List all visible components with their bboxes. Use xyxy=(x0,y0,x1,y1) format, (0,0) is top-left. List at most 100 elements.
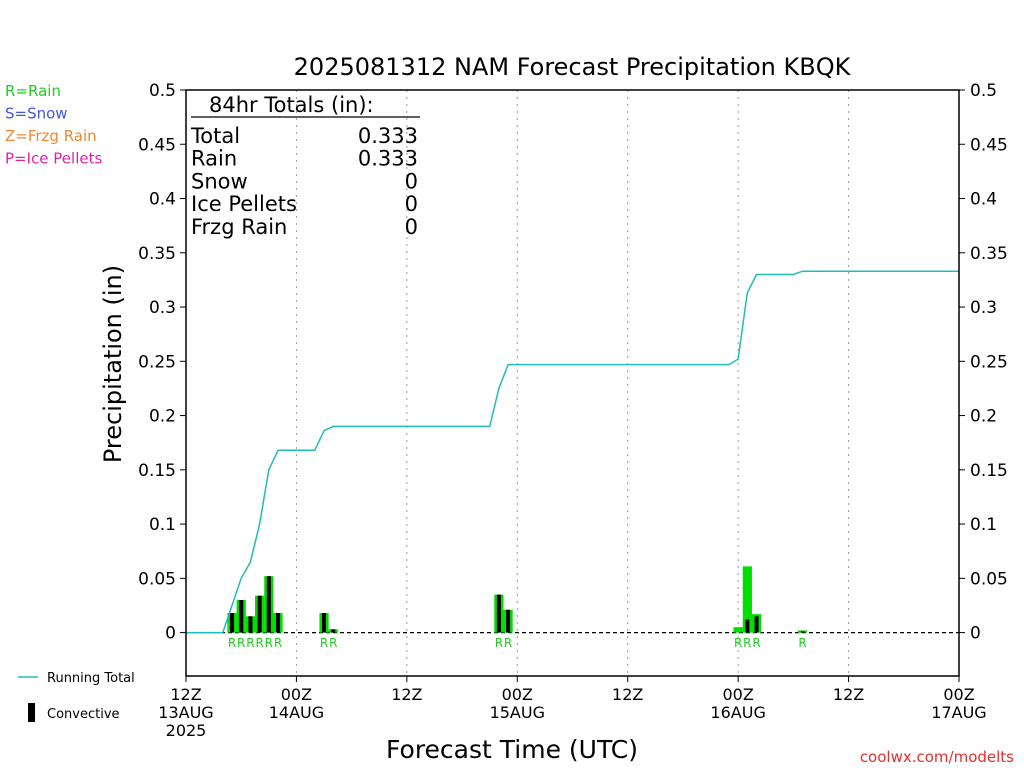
series-legend: Running Total Convective xyxy=(18,671,135,722)
precip-type-marker: R xyxy=(320,636,328,650)
y-tick-label-right: 0.1 xyxy=(970,515,997,535)
y-tick-label-right: 0.35 xyxy=(970,244,1008,264)
convective-bar xyxy=(266,576,271,633)
convective-bar xyxy=(800,631,805,633)
precip-type-marker: R xyxy=(228,636,236,650)
x-tick-label: 12Z xyxy=(391,685,422,704)
credit-text: coolwx.com/modelts xyxy=(860,748,1014,766)
x-axis-label: Forecast Time (UTC) xyxy=(386,735,638,764)
running-total-polyline xyxy=(186,270,959,634)
totals-value: 0 xyxy=(405,192,418,216)
precip-type-legend: R=Rain S=Snow Z=Frzg Rain P=Ice Pellets xyxy=(5,82,102,168)
y-tick-label-left: 0.45 xyxy=(138,135,176,155)
convective-legend-swatch xyxy=(28,703,35,722)
y-tick-label-right: 0 xyxy=(970,624,981,644)
convective-bar xyxy=(230,613,235,633)
convective-bar xyxy=(248,616,253,633)
y-tick-label-left: 0 xyxy=(165,624,176,644)
totals-value: 0 xyxy=(405,215,418,239)
plot-frame xyxy=(185,89,960,677)
precip-type-marker: R xyxy=(274,636,282,650)
convective-bar xyxy=(745,619,750,633)
totals-label: Frzg Rain xyxy=(191,215,287,239)
type-legend-entry: R=Rain xyxy=(5,82,61,100)
totals-label: Snow xyxy=(191,169,248,193)
convective-bar xyxy=(331,629,336,633)
y-axis-right: 0 0.05 0.1 0.15 0.2 0.25 0.3 0.35 0.4 0.45 0.5 xyxy=(959,81,1008,644)
chart-title: 2025081312 NAM Forecast Precipitation KB… xyxy=(294,53,852,81)
y-axis-left: 0 0.05 0.1 0.15 0.2 0.25 0.3 0.35 0.4 0.45 0.5 xyxy=(138,81,186,644)
y-tick-label-right: 0.3 xyxy=(970,298,997,318)
precip-bar xyxy=(733,627,743,633)
y-tick-label-left: 0.25 xyxy=(138,352,176,372)
convective-bar xyxy=(754,616,759,633)
precip-type-marker: R xyxy=(743,636,751,650)
x-tick-label: 13AUG xyxy=(158,703,213,722)
x-tick-label: 12Z xyxy=(170,685,201,704)
y-tick-label-left: 0.2 xyxy=(149,407,176,427)
totals-value: 0.333 xyxy=(358,124,418,148)
x-tick-label: 15AUG xyxy=(490,703,545,722)
x-tick-label: 12Z xyxy=(833,685,864,704)
totals-box: 84hr Totals (in): Total 0.333 Rain 0.333 Sno… xyxy=(190,93,420,239)
x-tick-label: 12Z xyxy=(612,685,643,704)
precip-type-marker: R xyxy=(329,636,337,650)
x-tick-label: 2025 xyxy=(166,721,207,740)
y-tick-label-right: 0.15 xyxy=(970,461,1008,481)
x-tick-label: 16AUG xyxy=(710,703,765,722)
totals-header: 84hr Totals (in): xyxy=(209,93,374,117)
totals-label: Rain xyxy=(191,147,237,171)
type-legend-entry: S=Snow xyxy=(5,105,68,123)
totals-label: Ice Pellets xyxy=(191,192,297,216)
y-tick-label-left: 0.1 xyxy=(149,515,176,535)
precip-type-marker: R xyxy=(504,636,512,650)
precip-type-marker: R xyxy=(798,636,806,650)
y-tick-label-right: 0.4 xyxy=(970,190,997,210)
y-tick-label-left: 0.3 xyxy=(149,298,176,318)
precip-type-marker: R xyxy=(752,636,760,650)
totals-value: 0.333 xyxy=(358,147,418,171)
running-total-legend-label: Running Total xyxy=(47,671,135,686)
convective-bar xyxy=(239,600,244,633)
x-tick-label: 00Z xyxy=(943,685,974,704)
y-tick-label-right: 0.5 xyxy=(970,81,997,101)
precip-type-marker: R xyxy=(265,636,273,650)
totals-value: 0 xyxy=(405,169,418,193)
convective-bar xyxy=(506,609,511,633)
y-tick-label-right: 0.2 xyxy=(970,407,997,427)
y-axis-label: Precipitation (in) xyxy=(99,265,127,463)
grid-lines xyxy=(295,90,850,676)
x-tick-label: 14AUG xyxy=(269,703,324,722)
convective-bar xyxy=(257,595,262,633)
precip-bar xyxy=(742,566,752,633)
y-tick-label-right: 0.25 xyxy=(970,352,1008,372)
y-tick-label-left: 0.05 xyxy=(138,569,176,589)
totals-label: Total xyxy=(190,124,240,148)
convective-bar xyxy=(322,613,327,633)
convective-bar xyxy=(276,613,281,633)
convective-bars xyxy=(230,576,805,633)
precip-type-marker: R xyxy=(495,636,503,650)
x-tick-label: 00Z xyxy=(281,685,312,704)
precip-type-marker: R xyxy=(246,636,254,650)
type-legend-entry: P=Ice Pellets xyxy=(5,150,102,168)
y-tick-label-left: 0.4 xyxy=(149,190,176,210)
precip-type-marker: R xyxy=(255,636,263,650)
y-tick-label-right: 0.05 xyxy=(970,569,1008,589)
running-total-line xyxy=(186,270,959,634)
y-tick-label-left: 0.35 xyxy=(138,244,176,264)
convective-legend-label: Convective xyxy=(47,707,120,722)
convective-bar xyxy=(496,594,501,633)
x-tick-label: 17AUG xyxy=(931,703,986,722)
x-tick-label: 00Z xyxy=(722,685,753,704)
y-tick-label-left: 0.5 xyxy=(149,81,176,101)
x-tick-label: 00Z xyxy=(502,685,533,704)
type-legend-entry: Z=Frzg Rain xyxy=(5,127,97,145)
precip-type-marker: R xyxy=(734,636,742,650)
y-tick-label-right: 0.45 xyxy=(970,135,1008,155)
precip-type-marker: R xyxy=(237,636,245,650)
y-tick-label-left: 0.15 xyxy=(138,461,176,481)
